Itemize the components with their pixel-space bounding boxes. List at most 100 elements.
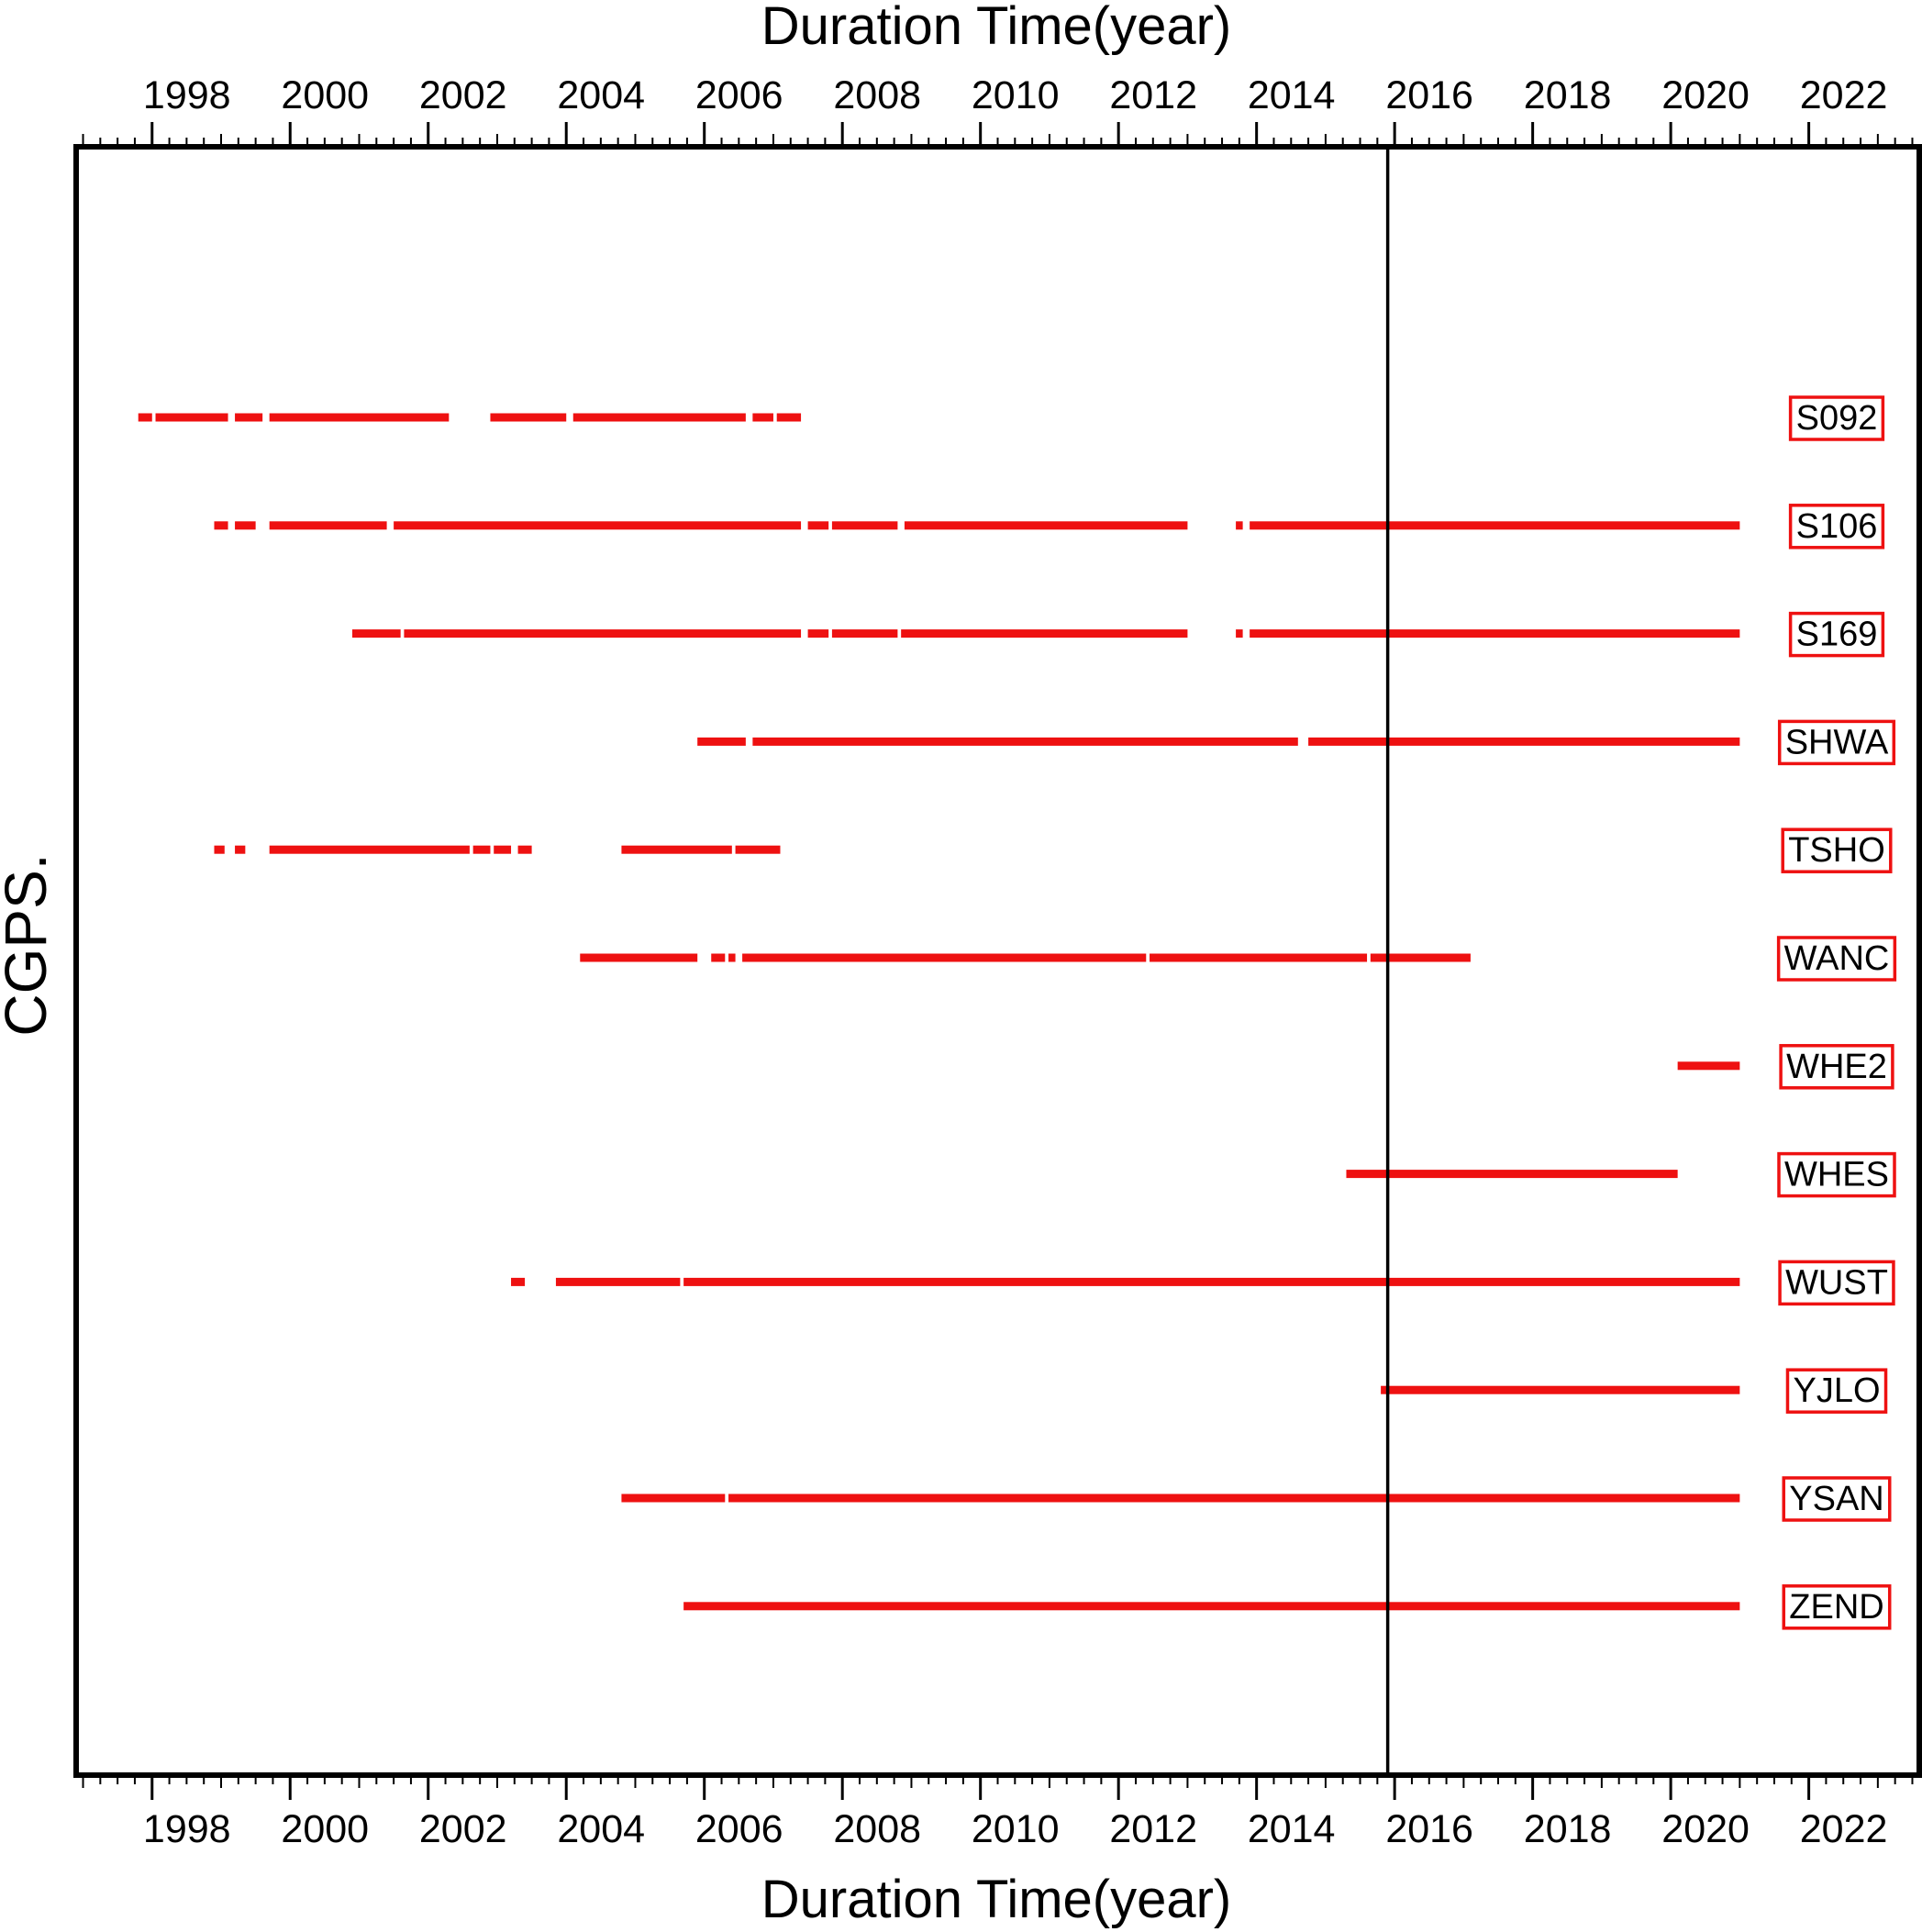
station-label-box bbox=[1777, 1151, 1896, 1198]
segment-shwa bbox=[752, 737, 1298, 746]
segment-s169 bbox=[831, 629, 898, 638]
station-label-tsho: TSHO bbox=[1788, 831, 1885, 870]
segment-wust bbox=[511, 1277, 526, 1286]
station-label-box bbox=[1781, 827, 1893, 873]
chart-title-top: Duration Time(year) bbox=[761, 0, 1231, 56]
segment-s106 bbox=[269, 521, 387, 530]
station-label-s092: S092 bbox=[1796, 399, 1878, 438]
station-label-whes: WHES bbox=[1784, 1156, 1889, 1194]
segment-s169 bbox=[807, 629, 829, 638]
segment-wanc bbox=[742, 953, 1147, 962]
segment-s092 bbox=[235, 413, 263, 422]
tick-label-top: 2010 bbox=[972, 73, 1060, 117]
tick-label-bottom: 1998 bbox=[143, 1807, 231, 1851]
tick-label-bottom: 2012 bbox=[1109, 1807, 1197, 1851]
tick-label-top: 2022 bbox=[1800, 73, 1888, 117]
station-label-box bbox=[1782, 1476, 1892, 1522]
x-axis-label: Duration Time(year) bbox=[761, 1870, 1231, 1929]
segment-tsho bbox=[494, 845, 512, 854]
tick-label-top: 2004 bbox=[557, 73, 645, 117]
tick-label-bottom: 2016 bbox=[1385, 1807, 1473, 1851]
y-axis-label: CGPS. bbox=[0, 853, 59, 1036]
segment-s092 bbox=[269, 413, 450, 422]
tick-label-bottom: 2014 bbox=[1248, 1807, 1336, 1851]
station-label-box bbox=[1778, 1260, 1895, 1306]
segment-s092 bbox=[572, 413, 746, 422]
segment-tsho bbox=[735, 845, 781, 854]
bottom-axis-ticks: 1998 2000 2002 2004 2006 2008 2010 2012 2014 2016… bbox=[82, 1778, 1914, 1851]
segment-wanc bbox=[580, 953, 698, 962]
segment-s106 bbox=[904, 521, 1188, 530]
station-label-zend: ZEND bbox=[1789, 1588, 1883, 1627]
tick-label-bottom: 2006 bbox=[695, 1807, 783, 1851]
station-label-box bbox=[1788, 504, 1885, 550]
segment-wanc bbox=[1370, 953, 1471, 962]
segment-tsho bbox=[517, 845, 532, 854]
segment-tsho bbox=[214, 845, 225, 854]
tick-label-top: 2002 bbox=[419, 73, 507, 117]
tick-label-top: 2000 bbox=[281, 73, 369, 117]
segment-zend bbox=[683, 1602, 1740, 1611]
segment-tsho bbox=[235, 845, 246, 854]
segment-s106 bbox=[1236, 521, 1243, 530]
segment-shwa bbox=[1308, 737, 1740, 746]
segment-s092 bbox=[776, 413, 802, 422]
tick-label-bottom: 2002 bbox=[419, 1807, 507, 1851]
tick-label-top: 2012 bbox=[1109, 73, 1197, 117]
plot-frame bbox=[73, 144, 1922, 1778]
station-label-box bbox=[1785, 1368, 1888, 1414]
segment-s106 bbox=[807, 521, 829, 530]
tick-label-top: 1998 bbox=[143, 73, 231, 117]
segment-s169 bbox=[404, 629, 802, 638]
tick-label-top: 2020 bbox=[1661, 73, 1750, 117]
station-label-s106: S106 bbox=[1796, 507, 1878, 546]
station-label-box bbox=[1777, 719, 1896, 766]
tick-label-top: 2006 bbox=[695, 73, 783, 117]
segment-s106 bbox=[235, 521, 256, 530]
tick-label-bottom: 2022 bbox=[1800, 1807, 1888, 1851]
tick-label-bottom: 2004 bbox=[557, 1807, 645, 1851]
tick-label-top: 2016 bbox=[1385, 73, 1473, 117]
station-label-yjlo: YJLO bbox=[1793, 1371, 1880, 1410]
station-label-box bbox=[1782, 1584, 1892, 1630]
station-label-box bbox=[1788, 611, 1885, 658]
segment-s169 bbox=[901, 629, 1188, 638]
segment-wust bbox=[555, 1277, 681, 1286]
segment-wust bbox=[683, 1277, 1740, 1286]
segment-shwa bbox=[697, 737, 746, 746]
station-label-whe2: WHE2 bbox=[1786, 1048, 1887, 1086]
segment-s106 bbox=[394, 521, 802, 530]
station-label-box bbox=[1788, 395, 1885, 441]
station-label-ysan: YSAN bbox=[1789, 1480, 1883, 1518]
segment-yjlo bbox=[1381, 1385, 1740, 1394]
segment-s106 bbox=[1250, 521, 1740, 530]
segment-whe2 bbox=[1677, 1061, 1740, 1071]
segment-tsho bbox=[621, 845, 732, 854]
segment-s106 bbox=[831, 521, 898, 530]
segment-tsho bbox=[472, 845, 491, 854]
segment-ysan bbox=[621, 1493, 726, 1503]
segment-s092 bbox=[752, 413, 773, 422]
tick-label-bottom: 2010 bbox=[972, 1807, 1060, 1851]
segment-s092 bbox=[155, 413, 228, 422]
station-label-wanc: WANC bbox=[1784, 939, 1890, 978]
segment-s092 bbox=[490, 413, 567, 422]
segment-ysan bbox=[728, 1493, 1740, 1503]
tick-label-bottom: 2008 bbox=[833, 1807, 921, 1851]
segment-whes bbox=[1346, 1170, 1678, 1179]
station-label-s169: S169 bbox=[1796, 616, 1878, 654]
tick-label-top: 2014 bbox=[1248, 73, 1336, 117]
segment-wanc bbox=[711, 953, 726, 962]
station-label-box bbox=[1779, 1044, 1894, 1090]
segment-s169 bbox=[1236, 629, 1243, 638]
tick-label-bottom: 2020 bbox=[1661, 1807, 1750, 1851]
segment-s106 bbox=[214, 521, 228, 530]
tick-label-bottom: 2018 bbox=[1524, 1807, 1612, 1851]
station-label-wust: WUST bbox=[1785, 1263, 1888, 1302]
tick-label-top: 2008 bbox=[833, 73, 921, 117]
tick-label-top: 2018 bbox=[1524, 73, 1612, 117]
segment-s092 bbox=[138, 413, 152, 422]
top-axis-ticks: 1998 2000 2002 2004 2006 2008 2010 2012 2014 2016… bbox=[82, 73, 1914, 144]
segment-tsho bbox=[269, 845, 470, 854]
